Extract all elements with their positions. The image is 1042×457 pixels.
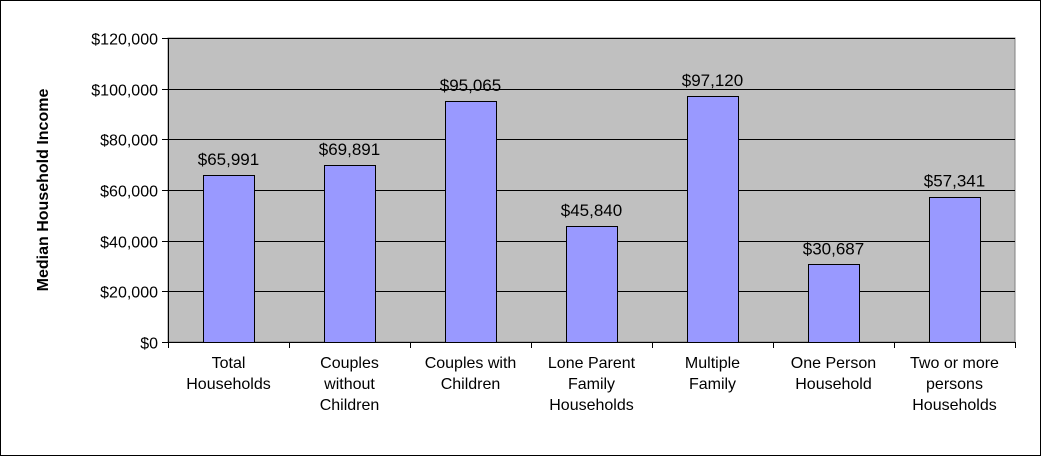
bar bbox=[808, 264, 860, 343]
y-tick-label: $80,000 bbox=[100, 133, 158, 150]
bar bbox=[445, 101, 497, 343]
data-label: $65,991 bbox=[198, 150, 259, 169]
data-label: $57,341 bbox=[924, 172, 985, 191]
bars bbox=[203, 96, 981, 343]
category-labels: Total Households Couples without Children Cou… bbox=[186, 355, 999, 414]
bar bbox=[324, 165, 376, 343]
bar bbox=[566, 226, 618, 343]
data-labels: $65,991 $69,891 $95,065 $45,840 $97,120 $30,6… bbox=[198, 71, 985, 258]
x-tick-label: Two or more persons Households bbox=[910, 355, 999, 414]
data-label: $45,840 bbox=[561, 201, 622, 220]
x-tick-label: Lone Parent Family Households bbox=[548, 355, 636, 414]
y-tick-label: $120,000 bbox=[91, 32, 158, 49]
y-tick-label: $0 bbox=[140, 336, 158, 353]
y-tick-label: $60,000 bbox=[100, 184, 158, 201]
x-tick-label: Couples without Children bbox=[320, 355, 380, 414]
x-tick-label: Couples with Children bbox=[425, 355, 517, 393]
bar bbox=[687, 96, 739, 343]
x-tick-label: Multiple Family bbox=[685, 355, 740, 393]
y-tick-label: $20,000 bbox=[100, 285, 158, 302]
data-label: $97,120 bbox=[682, 71, 743, 90]
data-label: $95,065 bbox=[440, 76, 501, 95]
y-tick-labels: $0 $20,000 $40,000 $60,000 $80,000 $100,000 $1… bbox=[91, 32, 158, 353]
x-tick-label: One Person Household bbox=[791, 355, 876, 393]
data-label: $69,891 bbox=[319, 140, 380, 159]
y-tick-label: $40,000 bbox=[100, 235, 158, 252]
y-tick-label: $100,000 bbox=[91, 83, 158, 100]
y-axis-title: Median Household Income bbox=[35, 89, 52, 292]
bar bbox=[203, 175, 255, 343]
x-tick-label: Total Households bbox=[186, 355, 271, 393]
data-label: $30,687 bbox=[803, 239, 864, 258]
axes bbox=[162, 38, 1016, 348]
bar bbox=[929, 197, 981, 343]
